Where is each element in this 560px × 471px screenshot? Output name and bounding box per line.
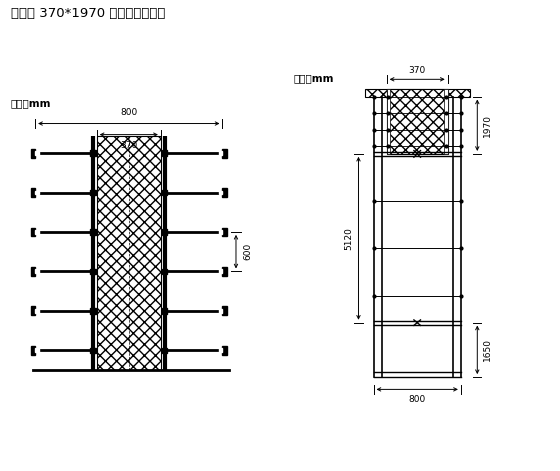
- Bar: [387, 89, 447, 154]
- Bar: [387, 89, 390, 154]
- Bar: [222, 346, 227, 355]
- Bar: [35, 151, 39, 155]
- Text: 370: 370: [409, 66, 426, 75]
- Bar: [90, 150, 96, 156]
- Bar: [222, 227, 227, 236]
- Bar: [219, 309, 222, 313]
- Bar: [219, 151, 222, 155]
- Bar: [219, 269, 222, 273]
- Bar: [222, 149, 227, 157]
- Bar: [90, 308, 96, 314]
- Bar: [219, 191, 222, 195]
- Bar: [35, 269, 39, 273]
- Text: 1970: 1970: [483, 114, 492, 137]
- Bar: [222, 306, 227, 315]
- Bar: [31, 346, 35, 355]
- Bar: [90, 268, 96, 274]
- Bar: [31, 306, 35, 315]
- Bar: [31, 267, 35, 276]
- Text: 框架梁 370*1970 模板支架计算书: 框架梁 370*1970 模板支架计算书: [11, 7, 166, 20]
- Text: 1650: 1650: [483, 338, 492, 361]
- Bar: [162, 308, 167, 314]
- Bar: [162, 190, 167, 195]
- Bar: [31, 188, 35, 197]
- Bar: [162, 348, 167, 353]
- Bar: [31, 149, 35, 157]
- Bar: [90, 348, 96, 353]
- Text: 600: 600: [244, 243, 253, 260]
- Text: 800: 800: [120, 108, 137, 117]
- Bar: [35, 309, 39, 313]
- Bar: [31, 227, 35, 236]
- Bar: [219, 230, 222, 234]
- Bar: [90, 190, 96, 195]
- Bar: [219, 348, 222, 352]
- Bar: [35, 348, 39, 352]
- Bar: [97, 136, 161, 370]
- Text: 370: 370: [120, 141, 137, 150]
- Bar: [365, 89, 470, 97]
- Bar: [90, 229, 96, 235]
- Bar: [162, 268, 167, 274]
- Bar: [35, 230, 39, 234]
- Bar: [222, 188, 227, 197]
- Text: 5120: 5120: [344, 227, 353, 250]
- Text: 单位：mm: 单位：mm: [294, 73, 334, 83]
- Text: 800: 800: [409, 395, 426, 404]
- Text: 单位：mm: 单位：mm: [11, 98, 51, 108]
- Bar: [445, 89, 447, 154]
- Bar: [222, 267, 227, 276]
- Bar: [35, 191, 39, 195]
- Bar: [162, 150, 167, 156]
- Bar: [162, 229, 167, 235]
